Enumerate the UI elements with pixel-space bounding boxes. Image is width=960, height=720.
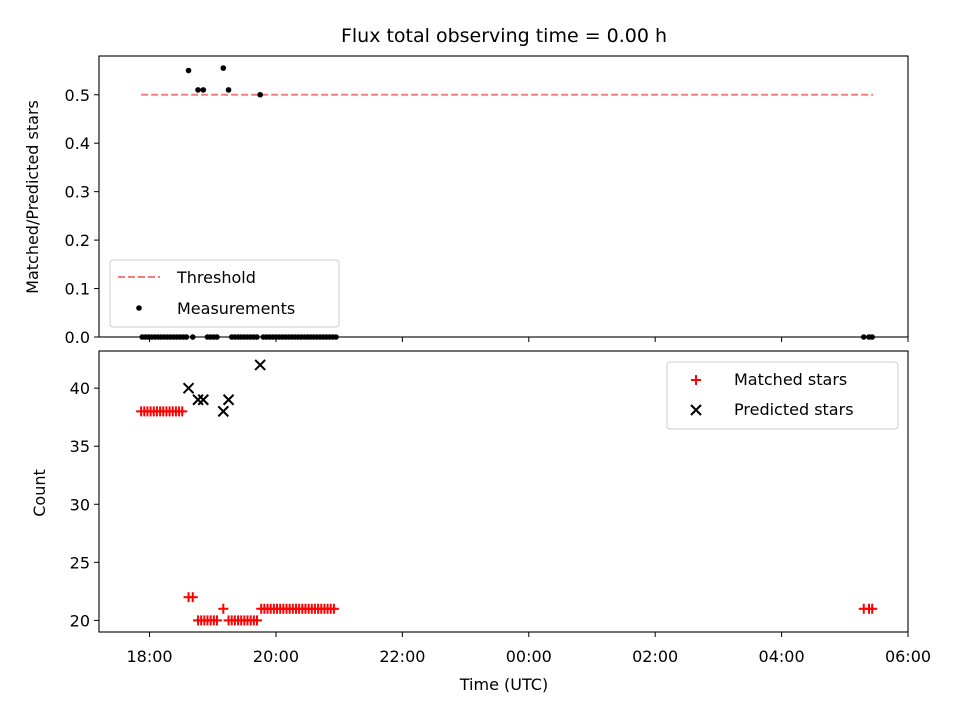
measurement-point <box>200 87 207 93</box>
measurement-point <box>185 67 192 74</box>
legend-predicted-swatch <box>690 404 702 416</box>
matched-star-point <box>867 603 878 614</box>
legend-matched-swatch <box>691 375 701 385</box>
bottom-x-tick-label: 18:00 <box>127 647 173 666</box>
bottom-y-tick-label: 25 <box>70 553 90 572</box>
bottom-y-ticks: 20 25 30 35 40 <box>70 379 99 630</box>
top-y-tick-label: 0.5 <box>65 86 90 105</box>
bottom-y-axis-label: Count <box>30 469 49 517</box>
top-y-tick-label: 0.4 <box>65 134 90 153</box>
top-y-ticks: 0.0 0.1 0.2 0.3 0.4 0.5 <box>65 86 99 347</box>
matched-star-point <box>211 615 222 626</box>
legend-measurements-swatch <box>136 305 142 311</box>
legend-matched-label: Matched stars <box>734 370 847 389</box>
bottom-y-tick-label: 35 <box>70 437 90 456</box>
bottom-plot-frame <box>98 350 909 633</box>
top-plot-frame <box>98 55 909 338</box>
predicted-star-point <box>192 394 204 406</box>
top-y-tick-label: 0.3 <box>65 183 90 202</box>
matched-star-point <box>218 603 229 614</box>
bottom-x-tick-label: 22:00 <box>379 647 425 666</box>
top-legend: Threshold Measurements <box>109 259 340 328</box>
bottom-y-tick-label: 30 <box>70 495 90 514</box>
legend-predicted-label: Predicted stars <box>734 400 854 419</box>
bottom-legend-box <box>666 361 899 430</box>
matched-star-point <box>252 615 263 626</box>
predicted-star-point <box>222 394 235 406</box>
matched-star-point <box>328 603 339 614</box>
measurement-point <box>195 87 201 93</box>
matched-stars-points <box>136 406 878 626</box>
bottom-panel: 20 25 30 35 40 18:00 20:00 22:00 00:00 02:00 04:0… <box>30 350 931 694</box>
matched-star-point <box>187 592 198 603</box>
predicted-star-point <box>197 394 209 406</box>
top-legend-box <box>109 259 340 328</box>
bottom-legend: Matched stars Predicted stars <box>666 361 899 430</box>
top-y-tick-label: 0.1 <box>65 280 90 299</box>
predicted-star-point <box>254 359 266 371</box>
bottom-x-tick-label: 04:00 <box>759 647 805 666</box>
legend-threshold-label: Threshold <box>176 268 256 287</box>
measurement-points <box>139 65 875 340</box>
bottom-y-tick-label: 40 <box>70 379 90 398</box>
bottom-x-tick-label: 02:00 <box>632 647 678 666</box>
predicted-star-point <box>217 405 230 418</box>
predicted-star-point <box>182 382 195 394</box>
top-y-axis-label: Matched/Predicted stars <box>23 100 42 294</box>
bottom-y-tick-label: 20 <box>70 611 90 630</box>
top-y-tick-label: 0.0 <box>65 328 90 347</box>
bottom-x-tick-label: 00:00 <box>506 647 552 666</box>
measurement-point <box>225 87 232 93</box>
predicted-stars-points <box>182 359 266 418</box>
measurement-point <box>257 91 263 98</box>
measurement-point <box>220 65 227 71</box>
chart-title: Flux total observing time = 0.00 h <box>341 25 667 47</box>
bottom-x-ticks: 18:00 20:00 22:00 00:00 02:00 04:00 06:00 <box>127 632 931 666</box>
matched-star-point <box>177 406 188 417</box>
legend-matched-marker <box>691 375 701 385</box>
bottom-x-tick-label: 20:00 <box>253 647 299 666</box>
x-axis-label: Time (UTC) <box>459 675 548 694</box>
top-panel: 0.0 0.1 0.2 0.3 0.4 0.5 Matched/Predicted sta… <box>23 55 909 347</box>
legend-predicted-marker <box>690 404 702 416</box>
legend-measurements-label: Measurements <box>177 299 295 318</box>
bottom-x-tick-label: 06:00 <box>885 647 931 666</box>
top-y-tick-label: 0.2 <box>65 231 90 250</box>
